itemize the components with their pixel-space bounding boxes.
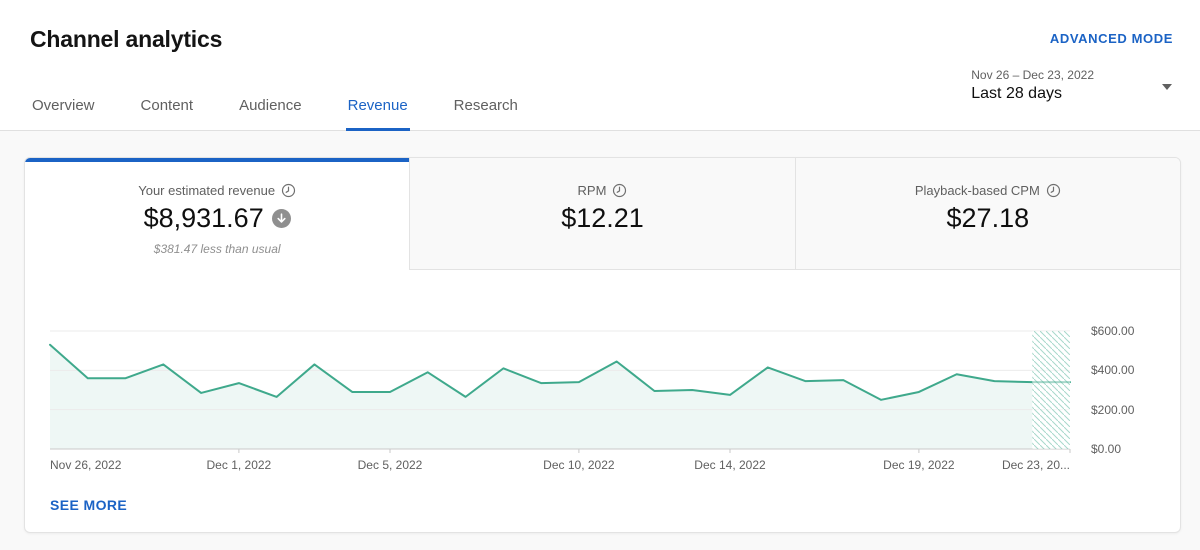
page-title: Channel analytics xyxy=(30,26,223,52)
advanced-mode-button[interactable]: ADVANCED MODE xyxy=(1049,31,1173,46)
y-axis-label: $0.00 xyxy=(1091,442,1122,456)
see-more-link[interactable]: SEE MORE xyxy=(50,497,128,513)
metric-label: Playback-based CPM xyxy=(914,183,1040,198)
x-axis-label: Dec 23, 20... xyxy=(1001,458,1070,472)
analytics-tabs: Overview Content Audience Revenue Resear… xyxy=(30,85,520,131)
metric-playback-cpm[interactable]: Playback-based CPM $27.18 xyxy=(794,158,1180,270)
tab-research[interactable]: Research xyxy=(453,97,518,114)
revenue-trend-chart[interactable]: Nov 26, 2022 Dec 1, 2022 Dec 5, 2022 Dec 10… xyxy=(25,270,1180,485)
revenue-overview-card: Your estimated revenue $8,931.67 $381.47… xyxy=(24,157,1181,533)
metric-value: $8,931.67 xyxy=(143,203,264,233)
clock-icon[interactable] xyxy=(1046,183,1061,198)
x-axis-label: Dec 5, 2022 xyxy=(357,458,423,472)
y-axis-label: $400.00 xyxy=(1091,363,1135,378)
x-axis-label: Dec 1, 2022 xyxy=(206,458,272,472)
metric-label: Your estimated revenue xyxy=(138,183,276,198)
metric-label: RPM xyxy=(577,183,607,198)
x-axis-label: Dec 10, 2022 xyxy=(543,458,615,472)
x-axis-label: Dec 14, 2022 xyxy=(694,458,766,472)
clock-icon[interactable] xyxy=(281,183,296,198)
metric-header-row: Your estimated revenue $8,931.67 $381.47… xyxy=(25,158,1180,270)
trend-down-icon xyxy=(271,209,291,228)
line-chart-canvas[interactable] xyxy=(49,330,1071,453)
date-range-picker[interactable]: Nov 26 – Dec 23, 2022 Last 28 days xyxy=(971,68,1172,103)
tab-audience[interactable]: Audience xyxy=(239,97,302,114)
y-axis-label: $200.00 xyxy=(1091,402,1135,417)
chevron-down-icon xyxy=(1162,83,1172,90)
tab-content[interactable]: Content xyxy=(140,97,194,114)
clock-icon[interactable] xyxy=(612,183,627,198)
metric-value: $12.21 xyxy=(561,203,644,233)
x-axis-label: Nov 26, 2022 xyxy=(50,458,122,472)
metric-delta-text: $381.47 less than usual xyxy=(153,242,281,256)
y-axis-label: $600.00 xyxy=(1091,324,1135,338)
header: Channel analytics ADVANCED MODE Overview… xyxy=(0,0,1200,131)
metric-estimated-revenue[interactable]: Your estimated revenue $8,931.67 $381.47… xyxy=(25,158,410,270)
metric-value: $27.18 xyxy=(946,203,1030,233)
tab-revenue[interactable]: Revenue xyxy=(345,85,410,131)
date-range-text: Nov 26 – Dec 23, 2022 xyxy=(971,68,1094,82)
tab-overview[interactable]: Overview xyxy=(32,97,95,114)
metric-rpm[interactable]: RPM $12.21 xyxy=(409,158,795,270)
x-axis-label: Dec 19, 2022 xyxy=(883,458,955,472)
date-preset-label: Last 28 days xyxy=(971,85,1062,102)
